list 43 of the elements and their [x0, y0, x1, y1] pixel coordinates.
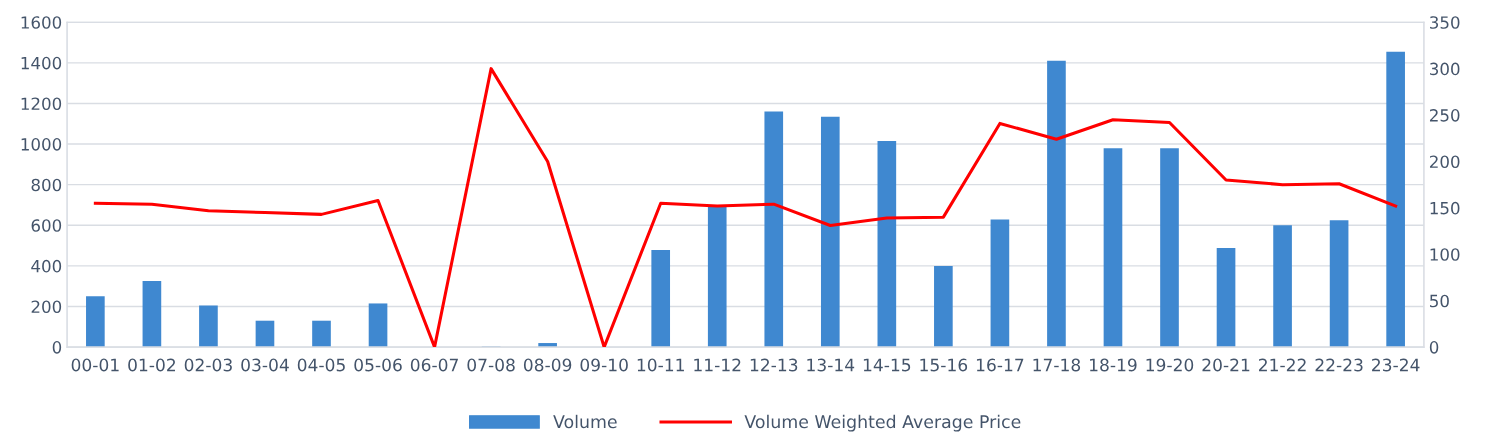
y2-tick-label: 200: [1429, 155, 1460, 169]
y-tick-label: 1400: [21, 56, 62, 70]
y2-tick-label: 150: [1430, 201, 1460, 215]
x-tick-label: 20-21: [1202, 358, 1250, 372]
y2-tick-label: 250: [1429, 109, 1460, 122]
x-tick-label: 22-23: [1315, 358, 1363, 372]
x-tick-label: 05-06: [354, 358, 402, 372]
x-tick-label: 07-08: [467, 358, 515, 372]
x-tick-label: 09-10: [580, 358, 628, 372]
x-tick-label: 15-16: [920, 358, 968, 372]
y2-tick-label: 100: [1430, 248, 1460, 261]
x-tick-label: 10-11: [637, 358, 684, 372]
y2-tick-label: 300: [1430, 62, 1460, 76]
x-tick-label: 18-19: [1090, 358, 1137, 372]
y2-tick-label: 50: [1430, 294, 1449, 308]
legend-label: Volume Weighted Average Price: [744, 414, 1021, 432]
x-tick-label: 16-17: [976, 358, 1024, 372]
x-tick-label: 14-15: [863, 358, 911, 372]
x-tick-label: 01-02: [128, 358, 175, 372]
y-tick-label: 0: [52, 341, 62, 354]
y2-tick-label: 350: [1430, 16, 1460, 29]
x-tick-label: 02-03: [184, 358, 232, 372]
legend-label: Volume: [553, 414, 617, 429]
x-tick-label: 04-05: [297, 358, 345, 372]
y-tick-label: 200: [31, 300, 62, 314]
y-tick-label: 1600: [21, 16, 62, 29]
y-tick-label: 600: [31, 219, 62, 232]
y-tick-label: 1000: [21, 138, 62, 151]
y-tick-label: 800: [31, 178, 62, 192]
x-tick-label: 11-12: [694, 358, 741, 372]
y2-tick-label: 0: [1429, 341, 1439, 354]
x-tick-label: 13-14: [807, 358, 855, 372]
x-tick-label: 08-09: [523, 358, 572, 372]
x-tick-label: 23-24: [1372, 358, 1420, 372]
y-tick-label: 1200: [21, 97, 62, 111]
x-tick-label: 12-13: [750, 358, 798, 372]
x-tick-label: 19-20: [1146, 358, 1194, 372]
x-tick-label: 00-01: [71, 358, 119, 372]
y-tick-label: 400: [31, 259, 62, 273]
x-tick-label: 17-18: [1033, 358, 1081, 372]
x-tick-label: 06-07: [410, 358, 458, 372]
x-tick-label: 03-04: [241, 358, 289, 372]
x-tick-label: 21-22: [1259, 358, 1306, 372]
